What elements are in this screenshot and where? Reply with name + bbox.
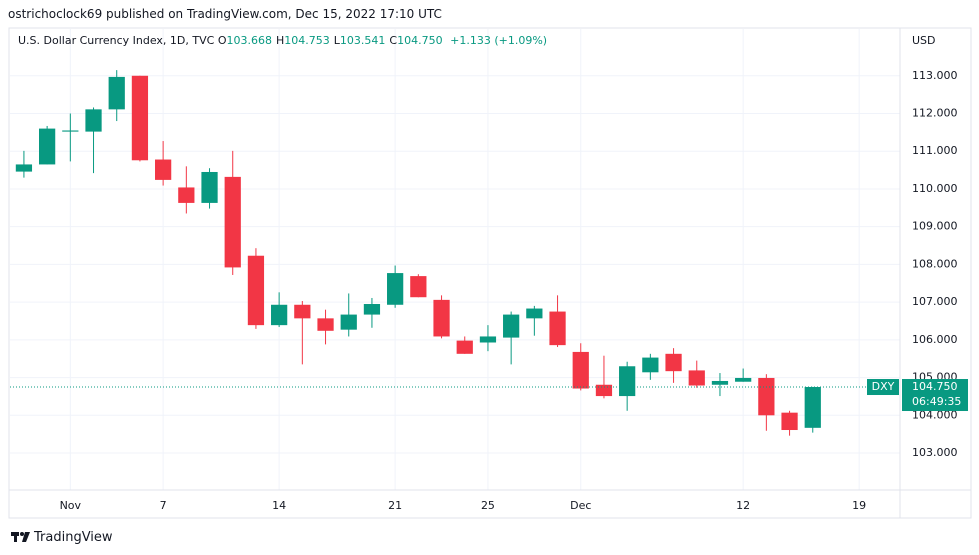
candle-body — [387, 273, 404, 305]
y-tick-label: 109.000 — [912, 220, 958, 233]
x-tick-label: Nov — [60, 499, 82, 512]
y-tick-label: 104.000 — [912, 408, 958, 421]
candle-body — [503, 314, 520, 338]
candle-body — [804, 387, 821, 428]
y-tick-label: 110.000 — [912, 182, 958, 195]
chart-frame — [8, 27, 972, 519]
y-tick-label: 111.000 — [912, 144, 958, 157]
candle-body — [619, 366, 636, 397]
candle-body — [85, 109, 102, 132]
y-tick-label: 113.000 — [912, 69, 958, 82]
candle-body — [735, 377, 752, 382]
candle-body — [224, 176, 241, 268]
legend-value: 104.753 — [284, 34, 330, 47]
candle-body — [688, 370, 705, 386]
candle-body — [271, 304, 288, 326]
candle-body — [595, 384, 613, 397]
candle-body — [456, 340, 473, 354]
y-tick-label: 106.000 — [912, 333, 958, 346]
candle-body — [665, 353, 682, 372]
candle-body — [363, 304, 381, 315]
candle-body — [294, 304, 311, 319]
candle-body — [758, 377, 775, 416]
y-tick-label: 112.000 — [912, 107, 958, 120]
legend-title: U.S. Dollar Currency Index, 1D, TVC — [18, 34, 215, 47]
legend-value: 103.668 — [226, 34, 273, 47]
legend-key: H — [276, 34, 285, 47]
legend-key: L — [333, 34, 340, 47]
x-tick-label: 19 — [852, 499, 866, 512]
candle-body — [247, 255, 265, 326]
candle-body — [340, 314, 357, 330]
currency: USD — [912, 34, 936, 47]
candle-body — [549, 311, 566, 346]
grid — [10, 29, 900, 490]
candle-body — [526, 308, 543, 319]
candle-body — [317, 318, 334, 331]
candle-body — [410, 276, 427, 298]
candle-body — [39, 128, 56, 165]
candle-body — [642, 357, 659, 373]
legend: U.S. Dollar Currency Index, 1D, TVC O103… — [18, 34, 547, 47]
candle-body — [178, 187, 195, 203]
x-tick-label: 14 — [272, 499, 286, 512]
x-tick-label: 21 — [388, 499, 402, 512]
footer-brand: TradingView — [34, 530, 113, 545]
legend-ohlc: O103.668 H104.753 L103.541 C104.750 — [218, 34, 447, 47]
legend-key: C — [389, 34, 398, 47]
legend-key: O — [217, 34, 227, 47]
candle-body — [62, 130, 79, 132]
candle-body — [15, 164, 33, 172]
y-tick-label: 103.000 — [912, 446, 958, 459]
candle-body — [479, 336, 497, 343]
candle-body — [433, 299, 450, 337]
legend-value: 104.750 — [397, 34, 443, 47]
candle-body — [201, 171, 218, 203]
y-tick-label: 108.000 — [912, 257, 958, 270]
legend-value: 103.541 — [339, 34, 386, 47]
x-tick-label: Dec — [570, 499, 591, 512]
x-tick-label: 7 — [160, 499, 167, 512]
x-tick-label: 12 — [736, 499, 750, 512]
candle-body — [131, 75, 149, 161]
price-tag-label: 104.750 — [912, 380, 958, 393]
y-tick-label: 107.000 — [912, 295, 958, 308]
candle-body — [572, 351, 589, 389]
candle-body — [781, 412, 798, 431]
legend-change: +1.133 (+1.09%) — [450, 34, 548, 47]
price-tag — [902, 379, 968, 412]
logo — [11, 532, 30, 542]
candle-body — [711, 380, 729, 385]
candle-body — [155, 159, 172, 180]
x-tick-label: 25 — [481, 499, 495, 512]
candle-body — [108, 76, 125, 110]
symbol-tag-label: DXY — [872, 380, 895, 393]
price-tag-countdown: 06:49:35 — [912, 395, 961, 408]
header: ostrichoclock69 published on TradingView… — [8, 7, 442, 21]
symbol-tag — [867, 379, 899, 396]
